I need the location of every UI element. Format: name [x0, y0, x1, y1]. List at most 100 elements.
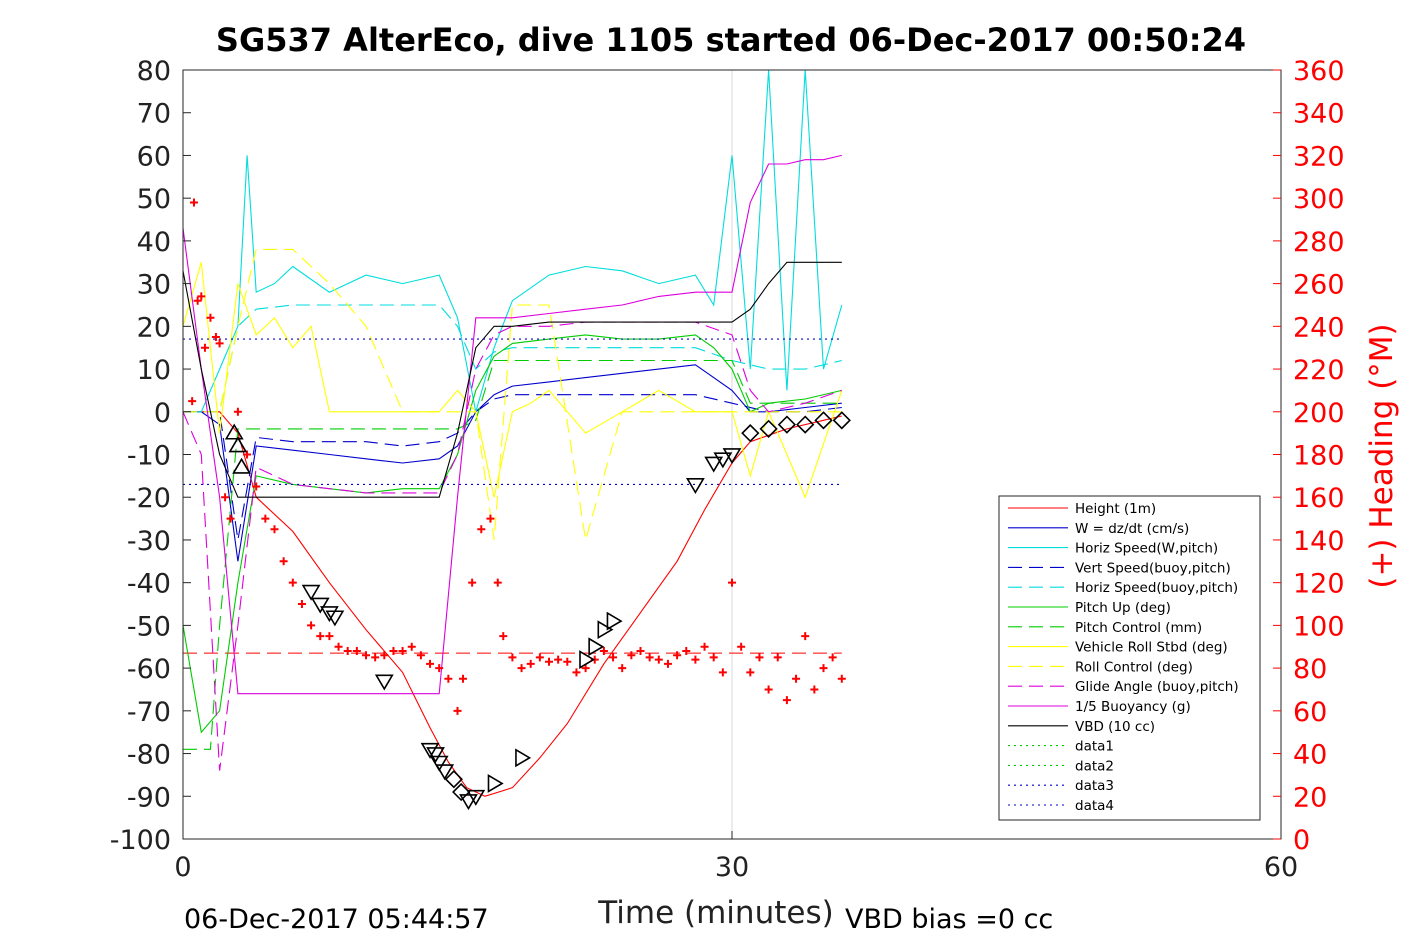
legend-entry: Horiz Speed(W,pitch): [1075, 541, 1218, 557]
left-tick-label: -50: [127, 611, 171, 642]
left-tick-label: -30: [127, 526, 171, 557]
heading-point: [316, 632, 325, 641]
left-y-axis: 80 70 60 50 40 30 20 10 0 -10 -20 -30 -40 -50 -60 -70 -8…: [110, 56, 191, 856]
heading-point: [828, 653, 837, 662]
right-tick-label: 0: [1293, 825, 1310, 856]
left-tick-label: -40: [127, 569, 171, 600]
heading-point: [389, 647, 398, 656]
left-tick-label: 0: [154, 398, 171, 429]
event-marker-triangle-right: [588, 637, 605, 657]
event-marker-triangle-down: [310, 597, 330, 614]
heading-point: [554, 655, 563, 664]
heading-point: [270, 525, 279, 534]
heading-point: [728, 578, 736, 587]
heading-point: [755, 653, 764, 662]
chart-title: SG537 AlterEco, dive 1105 started 06-Dec…: [216, 21, 1246, 59]
right-tick-label: 300: [1293, 184, 1345, 215]
x-tick-label: 60: [1264, 852, 1298, 883]
heading-point: [380, 651, 389, 660]
event-marker-triangle-down: [374, 674, 394, 691]
legend-entry: Horiz Speed(buoy,pitch): [1075, 580, 1238, 596]
legend-entry: Pitch Control (mm): [1075, 620, 1202, 636]
left-tick-label: 40: [137, 227, 171, 258]
heading-point: [782, 696, 791, 705]
event-marker-triangle-down: [704, 456, 724, 473]
heading-point: [325, 632, 334, 641]
heading-point: [493, 578, 502, 587]
heading-point: [468, 578, 477, 587]
heading-point: [486, 514, 495, 523]
event-marker-triangle-down: [686, 478, 705, 494]
series-line: [183, 364, 842, 562]
left-tick-label: 20: [137, 312, 171, 343]
right-tick-label: 60: [1293, 697, 1327, 728]
heading-point: [193, 296, 202, 305]
heading-point: [197, 292, 206, 301]
event-marker-diamond: [741, 424, 760, 443]
event-marker-triangle-down: [466, 789, 486, 806]
heading-point: [211, 333, 220, 342]
series-line: [182, 154, 842, 695]
heading-point: [773, 653, 782, 662]
legend-entry: Vert Speed(buoy,pitch): [1075, 560, 1231, 576]
left-tick-label: -20: [127, 483, 171, 514]
heading-point: [398, 647, 407, 656]
heading-point: [252, 482, 261, 491]
event-marker-triangle-down: [420, 742, 440, 759]
event-marker-diamond: [452, 782, 471, 802]
heading-point: [279, 557, 288, 566]
left-tick-label: -70: [127, 697, 171, 728]
series-layer: [182, 69, 843, 797]
heading-scatter-layer: [188, 198, 846, 715]
right-tick-label: 340: [1293, 99, 1345, 130]
heading-point: [627, 651, 636, 660]
heading-point: [297, 600, 306, 609]
heading-point: [673, 651, 682, 660]
heading-point: [609, 653, 618, 662]
heading-point: [718, 668, 727, 677]
right-tick-label: 140: [1293, 526, 1345, 557]
heading-point: [682, 647, 691, 656]
event-marker-triangle-up: [232, 457, 251, 474]
legend-entry: data3: [1075, 778, 1114, 794]
heading-point: [444, 674, 453, 683]
heading-point: [362, 651, 370, 660]
heading-point: [334, 642, 343, 651]
event-marker-triangle-up: [228, 436, 248, 453]
event-marker-diamond: [814, 411, 833, 430]
heading-point: [700, 642, 709, 651]
heading-point: [837, 674, 846, 683]
heading-point: [233, 407, 242, 416]
heading-point: [343, 647, 352, 656]
heading-point: [535, 653, 544, 662]
event-marker-triangle-down: [722, 448, 742, 465]
heading-point: [243, 450, 252, 459]
right-tick-label: 160: [1293, 483, 1345, 514]
heading-point: [426, 659, 435, 668]
marker-layer: [224, 411, 851, 811]
series-line: [182, 334, 842, 734]
legend-entry: Pitch Up (deg): [1075, 600, 1171, 616]
heading-point: [654, 655, 663, 664]
heading-point: [792, 674, 801, 683]
event-marker-diamond: [796, 415, 815, 434]
heading-point: [189, 198, 198, 207]
series-line: [183, 394, 842, 540]
heading-point: [416, 651, 425, 660]
event-marker-triangle-right: [515, 748, 532, 768]
right-tick-label: 320: [1293, 141, 1345, 172]
legend-entry: Roll Control (deg): [1075, 659, 1193, 675]
event-marker-triangle-down: [325, 610, 345, 627]
left-tick-label: 10: [137, 355, 171, 386]
event-marker-diamond: [777, 415, 797, 434]
series-line: [182, 321, 842, 771]
heading-point: [709, 653, 718, 662]
heading-point: [261, 514, 270, 523]
event-marker-diamond: [759, 419, 778, 438]
x-axis-label: Time (minutes): [597, 895, 833, 931]
event-marker-triangle-right: [597, 620, 614, 640]
legend-entry: data1: [1075, 739, 1114, 755]
series-line: [183, 359, 842, 750]
event-marker-triangle-right: [579, 650, 596, 669]
right-tick-label: 100: [1293, 611, 1345, 642]
